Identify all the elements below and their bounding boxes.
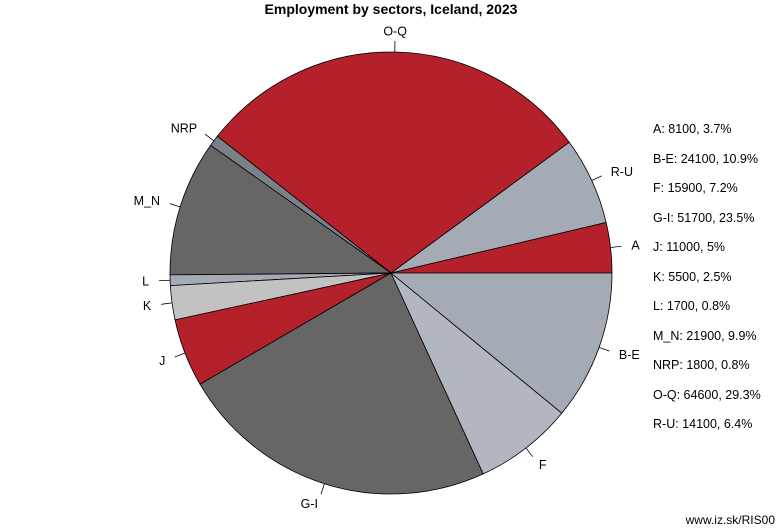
pie-label-b-e: B-E — [619, 348, 640, 362]
legend-entry: A: 8100, 3.7% — [653, 122, 732, 136]
pie-slice-b-e — [389, 272, 613, 414]
pie-tick-b-e — [598, 347, 610, 352]
legend-entry: R-U: 14100, 6.4% — [653, 417, 753, 431]
pie-label-g-i: G-I — [301, 497, 318, 511]
pie-label-r-u: R-U — [611, 165, 633, 179]
pie-tick-nrp — [204, 133, 215, 142]
pie-label-o-q: O-Q — [383, 25, 407, 39]
chart-title: Employment by sectors, Iceland, 2023 — [264, 1, 518, 17]
chart-legend: A: 8100, 3.7% B-E: 24100, 10.9% F: 15900, … — [653, 119, 761, 444]
legend-entry: B-E: 24100, 10.9% — [653, 151, 758, 166]
pie-label-nrp: NRP — [171, 122, 197, 136]
pie-label-j: J — [159, 354, 165, 368]
legend-entry: J: 11000, 5% — [653, 240, 726, 254]
legend-entry: L: 1700, 0.8% — [653, 299, 731, 313]
legend-entry: K: 5500, 2.5% — [653, 269, 732, 284]
pie-label-l: L — [142, 274, 149, 288]
pie-label-k: K — [143, 299, 152, 313]
pie-tick-a — [610, 245, 622, 248]
pie-slice-g-i — [199, 272, 484, 495]
pie-label-f: F — [539, 458, 547, 472]
pie-tick-k — [161, 302, 173, 305]
pie-slices — [169, 51, 613, 495]
pie-slice-o-q — [216, 51, 570, 274]
pie-tick-g-i — [320, 483, 325, 495]
legend-entry: NRP: 1800, 0.8% — [653, 358, 750, 372]
legend-entry: O-Q: 64600, 29.3% — [653, 387, 761, 402]
legend-entry: F: 15900, 7.2% — [653, 181, 738, 195]
pie-label-m-n: M_N — [134, 194, 160, 208]
pie-label-a: A — [631, 239, 640, 253]
pie-tick-j — [174, 352, 186, 358]
source-watermark: www.iz.sk/RIS00 — [685, 513, 775, 527]
pie-tick-m-n — [169, 203, 181, 208]
pie-tick-f — [525, 447, 534, 457]
pie-tick-r-u — [591, 175, 602, 181]
pie-slice-f — [390, 272, 563, 475]
legend-entry: M_N: 21900, 9.9% — [653, 328, 757, 343]
legend-entry: G-I: 51700, 23.5% — [653, 210, 755, 225]
pie-label-ticks — [159, 41, 622, 495]
pie-labels: A R-U O-Q NRP M_N LK J G-I F B-E — [134, 25, 641, 512]
